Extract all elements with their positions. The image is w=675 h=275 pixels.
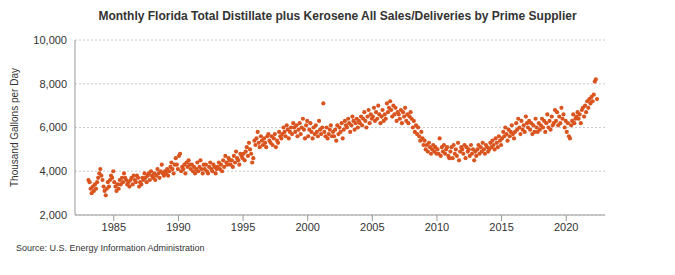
svg-text:1995: 1995 <box>231 221 255 233</box>
svg-text:2015: 2015 <box>489 221 513 233</box>
svg-text:4,000: 4,000 <box>39 165 67 177</box>
svg-text:1985: 1985 <box>102 221 126 233</box>
svg-text:6,000: 6,000 <box>39 121 67 133</box>
svg-text:Thousand Gallons per Day: Thousand Gallons per Day <box>9 68 20 187</box>
svg-text:2020: 2020 <box>554 221 578 233</box>
svg-text:2010: 2010 <box>425 221 449 233</box>
svg-text:2,000: 2,000 <box>39 209 67 221</box>
svg-text:2000: 2000 <box>295 221 319 233</box>
html-text:Source: U.S. Energy Informatio: Source: U.S. Energy Information Administ… <box>16 243 205 253</box>
html-text:Monthly Florida Total Distilla: Monthly Florida Total Distillate plus Ke… <box>98 9 577 23</box>
svg-text:10,000: 10,000 <box>33 34 67 46</box>
svg-text:2005: 2005 <box>360 221 384 233</box>
svg-text:8,000: 8,000 <box>39 78 67 90</box>
svg-text:1990: 1990 <box>166 221 190 233</box>
